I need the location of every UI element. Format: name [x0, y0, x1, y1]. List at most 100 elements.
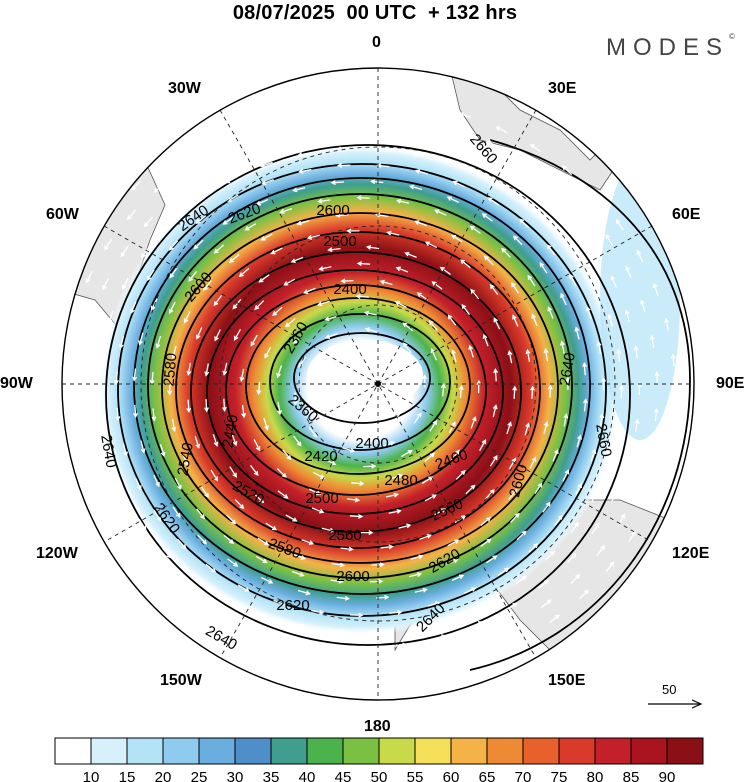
wind-arrow — [293, 622, 307, 629]
wind-arrow — [182, 454, 189, 467]
wind-arrow — [424, 494, 437, 502]
wind-arrow — [197, 534, 208, 545]
wind-arrow — [464, 587, 477, 594]
wind-arrow — [228, 253, 240, 263]
wind-arrow — [233, 328, 241, 341]
wind-arrow — [118, 335, 125, 350]
wind-arrow — [104, 238, 113, 251]
wind-arrow — [250, 334, 258, 347]
wind-arrow — [261, 178, 274, 186]
map-title: 08/07/2025 00 UTC + 132 hrs — [232, 2, 518, 24]
wind-arrow — [260, 233, 273, 241]
wind-arrow — [409, 572, 423, 578]
longitude-label-0: 0 — [372, 34, 381, 51]
wind-arrow — [414, 169, 428, 175]
wind-arrow — [80, 348, 86, 362]
wind-arrow — [385, 492, 399, 498]
wind-arrow — [636, 249, 644, 262]
wind-arrow — [346, 228, 360, 234]
wind-arrow — [232, 298, 242, 310]
wind-arrow — [126, 209, 137, 221]
contour-label: 2400 — [333, 281, 366, 298]
wind-arrow — [554, 514, 563, 526]
wind-arrow — [607, 313, 613, 327]
wind-arrow — [169, 267, 178, 279]
wind-arrow — [291, 119, 305, 125]
wind-arrow — [96, 549, 105, 562]
wind-arrow — [489, 454, 498, 467]
wind-arrow — [273, 140, 287, 146]
wind-arrow — [316, 660, 330, 666]
wind-arrow — [264, 346, 272, 359]
wind-arrow — [468, 151, 482, 158]
contour-label: 2560 — [328, 527, 361, 544]
wind-arrow — [297, 589, 311, 596]
wind-arrow — [431, 138, 445, 145]
wind-arrow — [76, 518, 84, 531]
wind-arrow — [114, 371, 119, 386]
wind-arrow — [80, 485, 87, 498]
wind-arrow — [599, 412, 605, 427]
wind-arrow — [272, 306, 283, 317]
wind-arrow — [171, 191, 182, 201]
wind-arrow — [331, 562, 346, 568]
wind-arrow — [186, 399, 192, 414]
wind-arrow — [213, 244, 225, 254]
wind-arrow — [140, 440, 146, 454]
wind-arrow — [325, 677, 340, 683]
wind-arrow — [640, 299, 646, 313]
longitude-label-90w: 90W — [0, 375, 33, 392]
wind-arrow — [279, 207, 293, 214]
wind-arrow — [340, 546, 354, 552]
wind-arrow — [596, 340, 602, 355]
wind-arrow — [413, 151, 427, 158]
contour-line — [147, 193, 573, 579]
wind-arrow — [606, 456, 613, 470]
wind-arrow — [582, 361, 588, 376]
wind-arrow — [155, 335, 162, 349]
wind-arrow — [485, 489, 495, 500]
wind-arrow — [480, 517, 492, 527]
wind-arrow — [512, 235, 523, 246]
wind-arrow — [261, 577, 274, 584]
wind-arrow — [283, 278, 296, 286]
wind-arrow — [277, 653, 291, 659]
wind-arrow — [570, 521, 579, 533]
wind-arrow — [103, 492, 110, 505]
wind-arrow — [596, 545, 606, 557]
contour-label: 2500 — [305, 490, 338, 507]
longitude-label-120e: 120E — [672, 545, 710, 562]
wind-arrow — [487, 197, 499, 206]
wind-arrow — [542, 501, 551, 513]
wind-arrow — [590, 448, 597, 462]
wind-arrow — [350, 612, 364, 618]
wind-arrow — [652, 282, 659, 296]
wind-arrow — [153, 474, 160, 488]
wind-arrow — [398, 523, 412, 529]
wind-arrow — [452, 180, 465, 188]
wind-arrow — [559, 340, 565, 354]
wind-arrow — [330, 113, 345, 119]
wind-arrow — [240, 640, 253, 648]
wind-arrow — [501, 247, 511, 258]
wind-arrow — [258, 274, 270, 283]
contour-label: 2600 — [316, 202, 349, 219]
wind-arrow — [177, 538, 187, 550]
wind-arrow — [341, 96, 355, 102]
wind-arrow — [263, 108, 277, 115]
contour-label: 2420 — [304, 448, 337, 465]
longitude-label-30e: 30E — [548, 80, 577, 97]
wind-arrow — [153, 183, 164, 193]
wind-arrow — [324, 315, 338, 322]
wind-arrow — [543, 421, 549, 435]
contour-label: 2580 — [161, 352, 181, 387]
wind-arrow — [647, 444, 653, 458]
wind-arrow — [364, 429, 379, 435]
wind-arrow — [52, 449, 56, 461]
wind-arrow — [446, 196, 459, 203]
wind-arrow — [482, 596, 495, 604]
contour-label: 2660 — [592, 422, 615, 458]
wind-arrow — [619, 384, 625, 399]
meridian — [219, 109, 537, 659]
